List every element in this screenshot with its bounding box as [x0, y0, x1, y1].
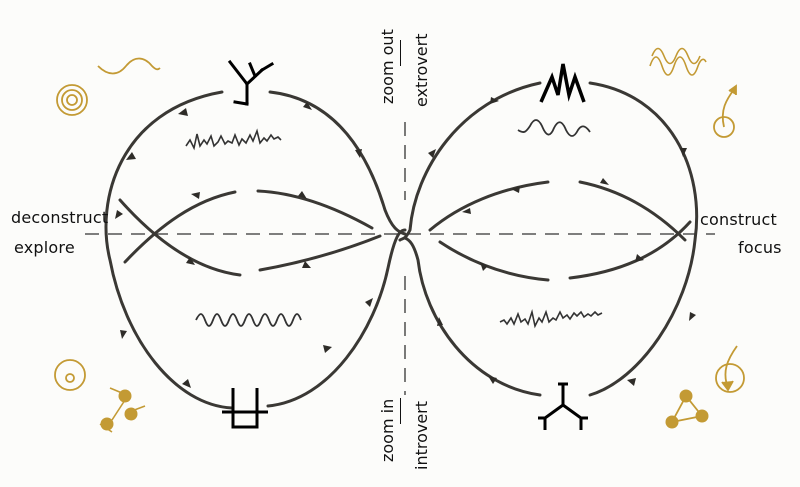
connected-dots-icon [99, 387, 146, 433]
label-zoom-in: zoom in [378, 398, 397, 462]
top-separator [400, 40, 401, 66]
scribble-bottom-right [499, 308, 603, 329]
label-extrovert: extrovert [412, 33, 431, 107]
bottom-separator [400, 398, 401, 424]
right-loop [398, 81, 699, 397]
branching-tree-glyph [538, 382, 588, 430]
dotted-circle-icon [54, 359, 86, 391]
zigzag-peaks-glyph [539, 63, 586, 103]
spiral-arrow-icon [713, 84, 737, 138]
arrowheads [115, 97, 696, 388]
label-explore: explore [14, 238, 75, 257]
label-deconstruct: deconstruct [11, 208, 109, 227]
left-loop [104, 90, 407, 410]
label-introvert: introvert [412, 400, 431, 470]
branching-y-glyph [227, 59, 275, 106]
scribble-top-right [517, 119, 591, 137]
looped-arrow-icon [715, 345, 745, 393]
label-focus: focus [738, 238, 782, 257]
double-wave-icon [649, 47, 707, 76]
label-construct: construct [700, 210, 777, 229]
wave-icon [97, 57, 161, 75]
box-with-prongs-glyph [222, 388, 268, 429]
scribble-top-left [185, 128, 282, 151]
label-zoom-out: zoom out [378, 29, 397, 104]
concentric-circles-icon [56, 84, 88, 116]
triangle-network-icon [665, 389, 709, 429]
scribble-bottom-left [195, 313, 302, 327]
